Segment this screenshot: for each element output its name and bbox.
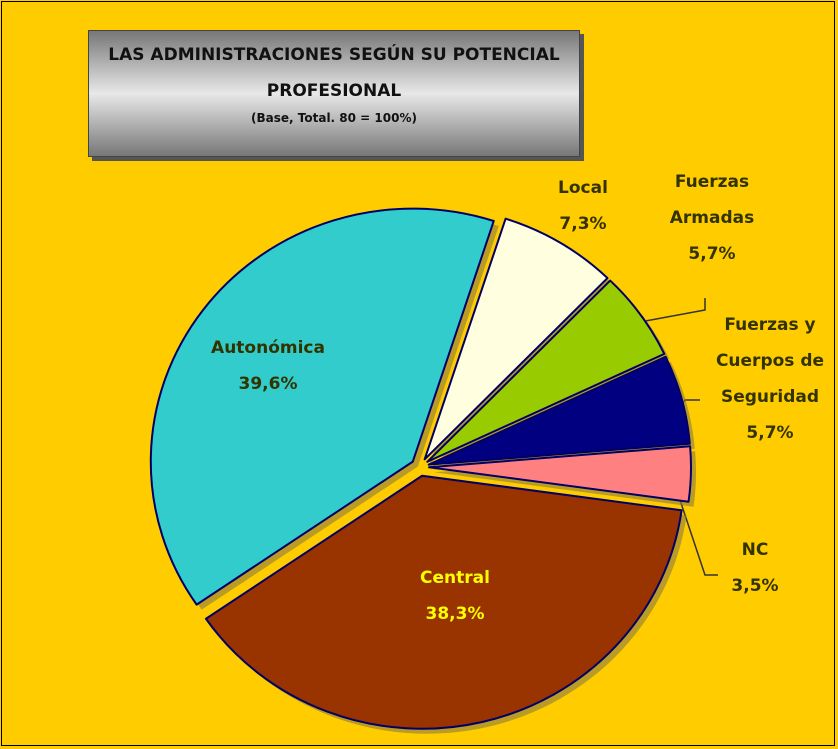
slice: [427, 445, 692, 503]
value-label: 39,6%: [238, 374, 298, 394]
title-box: LAS ADMINISTRACIONES SEGÚN SU POTENCIAL …: [88, 30, 580, 157]
slice-label: Autonómica 39,6%: [188, 330, 348, 402]
category-label: Autonómica: [211, 338, 325, 358]
category-label: Local: [558, 178, 608, 198]
value-label: 3,5%: [731, 576, 779, 596]
slice: [427, 355, 691, 466]
value-label: 5,7%: [688, 244, 736, 264]
category-label: NC: [741, 540, 769, 560]
value-label: 5,7%: [746, 423, 794, 443]
slice-label: Central 38,3%: [380, 560, 530, 632]
slice: [423, 217, 609, 461]
chart-subtitle: (Base, Total. 80 = 100%): [251, 111, 417, 125]
slice: [426, 279, 666, 463]
slice-label: Fuerzas y Cuerpos de Seguridad 5,7%: [700, 307, 838, 451]
leader-line: [679, 499, 718, 576]
category-label: Fuerzas Armadas: [669, 172, 755, 228]
slice-label: Local 7,3%: [528, 170, 638, 242]
chart-title: LAS ADMINISTRACIONES SEGÚN SU POTENCIAL …: [108, 45, 560, 101]
slice: [149, 207, 495, 606]
slice: [204, 474, 683, 730]
leader-line: [639, 298, 706, 323]
value-label: 7,3%: [559, 214, 607, 234]
category-label: Fuerzas y Cuerpos de Seguridad: [715, 315, 825, 407]
slice-label: NC 3,5%: [700, 532, 810, 604]
value-label: 38,3%: [425, 604, 485, 624]
slice-label: Fuerzas Armadas 5,7%: [657, 164, 767, 272]
category-label: Central: [420, 568, 490, 588]
